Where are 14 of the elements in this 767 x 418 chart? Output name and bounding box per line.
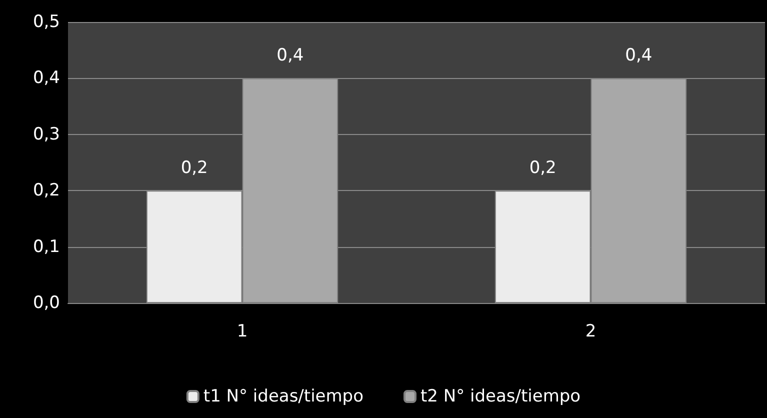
- y-tick-label: 0,5: [32, 12, 60, 32]
- legend-label: t1 N° ideas/tiempo: [203, 386, 364, 406]
- data-label: 0,2: [180, 158, 208, 178]
- data-label: 0,4: [625, 46, 652, 66]
- x-tick-label: 2: [585, 322, 596, 342]
- y-tick-label: 0,3: [32, 124, 60, 144]
- y-tick-label: 0,0: [32, 293, 60, 313]
- y-tick-label: 0,2: [32, 180, 60, 201]
- data-label: 0,2: [529, 158, 556, 178]
- x-tick-label: 1: [236, 322, 248, 342]
- legend-label: t2 N° ideas/tiempo: [420, 386, 581, 406]
- y-tick-label: 0,1: [32, 236, 60, 257]
- data-label: 0,4: [276, 46, 304, 66]
- y-tick-label: 0,4: [32, 68, 60, 88]
